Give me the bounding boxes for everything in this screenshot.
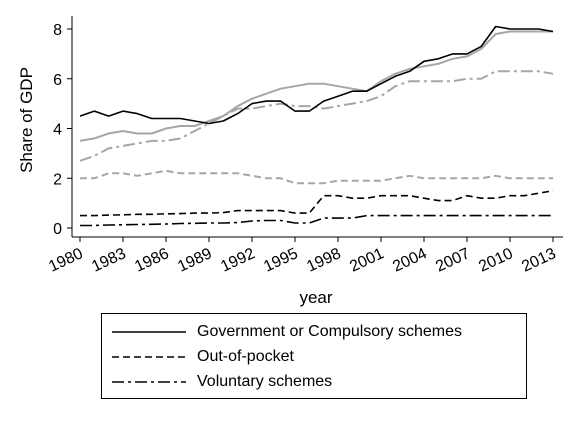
x-tick-label: 2007: [433, 245, 473, 275]
y-axis: 0 2 4 6 8: [53, 16, 73, 238]
legend-swatch-solid: [112, 331, 186, 333]
series-line-1-solid: [79, 25, 554, 125]
y-tick-label: 8: [53, 22, 62, 39]
legend-label-voluntary: Voluntary schemes: [197, 373, 333, 390]
plot-area: [79, 25, 554, 227]
x-tick-label: 2001: [347, 245, 387, 275]
series-line-2-dashed: [80, 189, 554, 217]
series-line-3-dashdot: [80, 214, 553, 227]
x-tick-label: 1992: [218, 245, 258, 275]
y-tick-label: 6: [53, 72, 62, 89]
x-tick-label: 1995: [261, 245, 301, 275]
series-line-6-dashdot: [79, 70, 554, 162]
legend-label-government: Government or Compulsory schemes: [197, 323, 462, 340]
legend-label-out-of-pocket: Out-of-pocket: [197, 348, 294, 365]
x-tick-label: 1983: [89, 245, 129, 275]
legend: Government or Compulsory schemes Out-of-…: [101, 313, 527, 399]
x-tick-label: 1986: [132, 245, 172, 275]
legend-item-voluntary: Voluntary schemes: [102, 371, 526, 393]
x-tick-label: 1989: [175, 245, 215, 275]
x-tick-label: 2004: [390, 245, 430, 275]
series-line-5-dashed: [80, 169, 553, 185]
y-tick-label: 2: [53, 171, 62, 188]
legend-item-government: Government or Compulsory schemes: [102, 321, 526, 343]
legend-item-out-of-pocket: Out-of-pocket: [102, 346, 526, 368]
x-tick-label: 2010: [476, 245, 516, 275]
x-tick-label: 1998: [304, 245, 344, 275]
y-axis-title: Share of GDP: [17, 67, 36, 173]
legend-swatch-dashdot: [112, 381, 186, 383]
x-axis-title: year: [299, 288, 332, 307]
y-tick-label: 0: [53, 221, 62, 238]
x-tick-label: 2013: [519, 245, 559, 275]
legend-swatch-dashed: [112, 356, 186, 358]
x-tick-label: 1980: [46, 245, 86, 275]
y-tick-label: 4: [53, 122, 62, 139]
series-line-4-solid: [79, 30, 553, 142]
x-axis: 1980 1983 1986 1989 1992 1995 1998 2001 2004 2007…: [46, 236, 563, 276]
